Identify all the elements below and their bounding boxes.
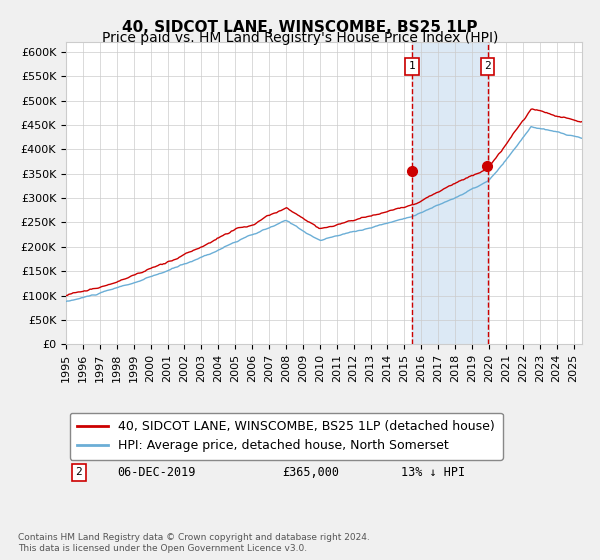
Text: £355,000: £355,000 xyxy=(283,445,340,458)
Text: 16-JUN-2015: 16-JUN-2015 xyxy=(118,445,196,458)
Text: 1: 1 xyxy=(409,62,415,71)
Text: £365,000: £365,000 xyxy=(283,466,340,479)
Text: 06-DEC-2019: 06-DEC-2019 xyxy=(118,466,196,479)
Text: Price paid vs. HM Land Registry's House Price Index (HPI): Price paid vs. HM Land Registry's House … xyxy=(102,31,498,45)
Bar xyxy=(412,42,488,344)
Text: 7% ↑ HPI: 7% ↑ HPI xyxy=(401,445,458,458)
Text: 2: 2 xyxy=(484,62,491,71)
Text: 13% ↓ HPI: 13% ↓ HPI xyxy=(401,466,466,479)
Text: 40, SIDCOT LANE, WINSCOMBE, BS25 1LP: 40, SIDCOT LANE, WINSCOMBE, BS25 1LP xyxy=(122,20,478,35)
Legend: 40, SIDCOT LANE, WINSCOMBE, BS25 1LP (detached house), HPI: Average price, detac: 40, SIDCOT LANE, WINSCOMBE, BS25 1LP (de… xyxy=(70,413,503,460)
Text: Contains HM Land Registry data © Crown copyright and database right 2024.
This d: Contains HM Land Registry data © Crown c… xyxy=(18,533,370,553)
Text: 1: 1 xyxy=(76,447,82,457)
Text: 2: 2 xyxy=(76,467,82,477)
